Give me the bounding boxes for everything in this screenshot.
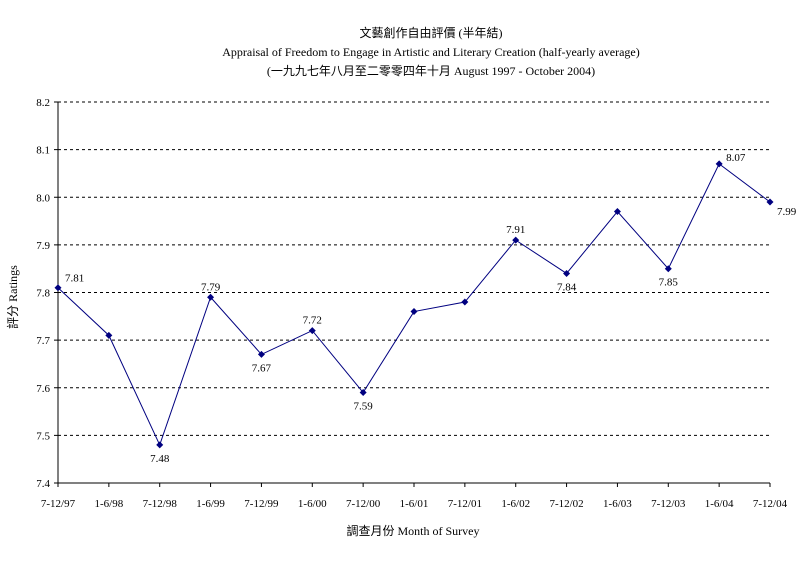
x-tick-label: 1-6/03 <box>603 498 632 510</box>
x-tick-label: 1-6/99 <box>196 498 225 510</box>
x-tick-label: 1-6/98 <box>94 498 123 510</box>
chart-title: 文藝創作自由評價 (半年結) <box>360 25 503 40</box>
data-label: 7.48 <box>150 453 170 465</box>
x-tick-labels: 7-12/97 1-6/98 7-12/98 1-6/99 7-12/99 1-6/00 7… <box>41 498 788 510</box>
chart-subtitle-2: (一九九七年八月至二零零四年十月 August 1997 - October 2… <box>267 64 595 78</box>
x-tick-label: 7-12/97 <box>41 498 76 510</box>
y-tick-label: 7.8 <box>36 288 50 300</box>
data-label: 7.81 <box>65 273 84 285</box>
data-labels: 7.81 7.48 7.79 7.67 7.72 7.59 7.91 7.84 7.85 8.07… <box>65 152 797 465</box>
data-point <box>105 331 113 339</box>
data-point <box>156 441 164 449</box>
data-label: 7.99 <box>777 206 797 218</box>
x-tick-label: 7-12/00 <box>346 498 381 510</box>
x-tick-label: 1-6/02 <box>501 498 530 510</box>
data-label: 7.91 <box>506 224 525 236</box>
chart-subtitle: Appraisal of Freedom to Engage in Artist… <box>222 45 640 59</box>
data-point <box>512 236 520 244</box>
series-line <box>57 163 771 447</box>
x-tick-label: 7-12/99 <box>244 498 279 510</box>
y-tick-label: 7.4 <box>36 478 50 490</box>
data-point <box>54 284 62 292</box>
y-tick-label: 8.0 <box>36 192 50 204</box>
y-tick-label: 8.1 <box>36 145 50 157</box>
series-layer <box>54 160 774 449</box>
data-point <box>359 389 367 397</box>
x-tick-label: 7-12/98 <box>143 498 178 510</box>
data-label: 7.85 <box>659 277 679 289</box>
y-tick-label: 7.9 <box>36 240 50 252</box>
data-point <box>257 350 265 358</box>
x-tick-label: 7-12/01 <box>448 498 482 510</box>
data-label: 7.67 <box>252 362 272 374</box>
x-tick-label: 1-6/01 <box>400 498 429 510</box>
x-tick-label: 7-12/04 <box>753 498 788 510</box>
data-point <box>715 160 723 168</box>
data-point <box>664 265 672 273</box>
data-label: 7.59 <box>354 401 374 413</box>
data-point <box>207 293 215 301</box>
x-tick-label: 7-12/03 <box>651 498 686 510</box>
y-tick-labels: 7.4 7.5 7.6 7.7 7.8 7.9 8.0 8.1 8.2 <box>36 97 50 490</box>
grid-layer <box>58 101 770 436</box>
data-label: 8.07 <box>726 152 746 164</box>
x-tick-label: 1-6/04 <box>705 498 734 510</box>
data-point <box>461 298 469 306</box>
data-point <box>410 308 418 316</box>
data-point <box>613 208 621 216</box>
y-tick-label: 7.6 <box>36 383 50 395</box>
data-label: 7.84 <box>557 281 577 293</box>
y-axis-title: 評分 Ratings <box>5 265 20 329</box>
x-axis-title: 調查月份 Month of Survey <box>347 524 480 538</box>
data-label: 7.72 <box>303 315 322 327</box>
y-tick-label: 7.7 <box>36 335 50 347</box>
y-tick-label: 8.2 <box>36 97 50 109</box>
data-point <box>308 327 316 335</box>
x-tick-label: 7-12/02 <box>549 498 583 510</box>
data-point <box>766 198 774 206</box>
x-tick-label: 1-6/00 <box>298 498 327 510</box>
y-tick-label: 7.5 <box>36 430 50 442</box>
data-label: 7.79 <box>201 281 221 293</box>
axes-layer <box>54 101 771 487</box>
data-point <box>563 269 571 277</box>
